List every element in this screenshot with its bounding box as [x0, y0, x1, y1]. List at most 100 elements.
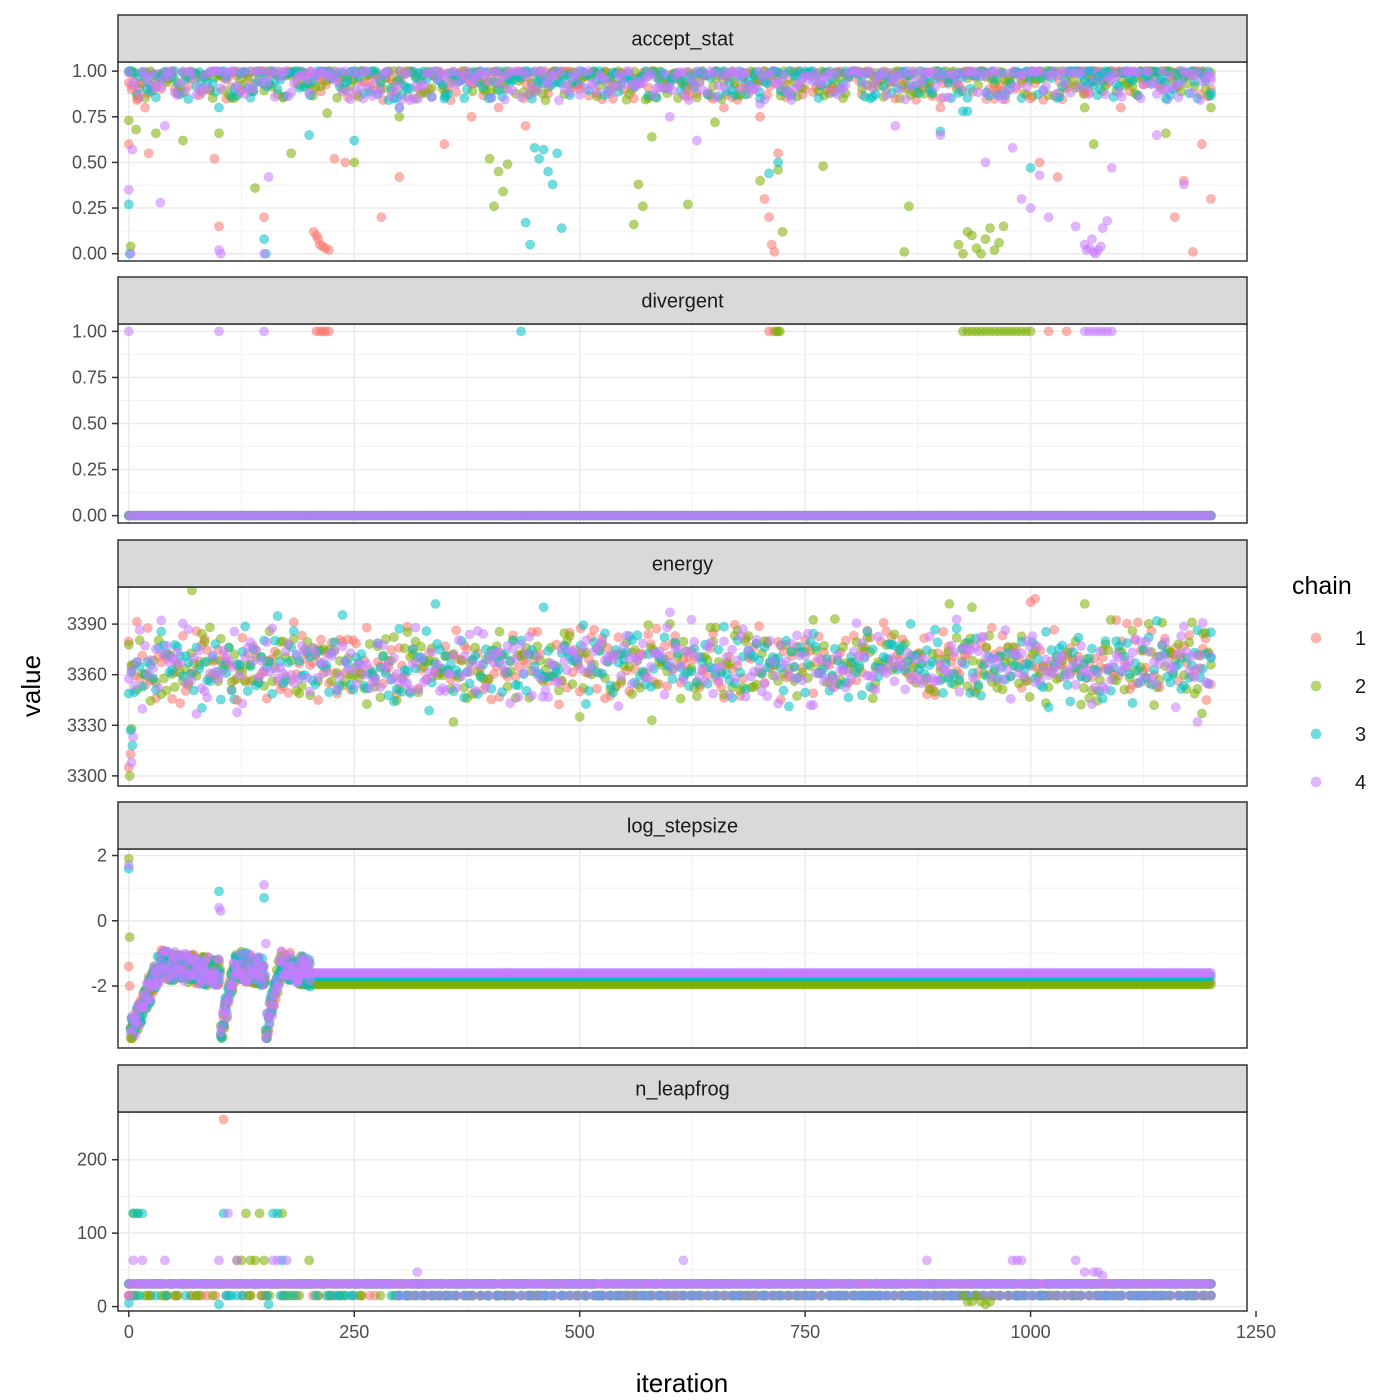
chain-1-point [451, 625, 462, 636]
chain-2-point [1192, 684, 1203, 695]
chain-4-point [889, 676, 900, 687]
chain-4-point [232, 707, 243, 718]
chain-4-point [1084, 668, 1095, 679]
chain-4-point [155, 197, 166, 208]
chain-4-point [932, 675, 943, 686]
chain-4-point [775, 639, 786, 650]
chain-3-point [599, 628, 610, 639]
chain-3-point [234, 660, 245, 671]
chain-2-point [774, 326, 785, 337]
chain-4-point [943, 667, 954, 678]
chain-1-point [132, 93, 143, 104]
chain-4-point [1178, 621, 1189, 632]
chain-2-point [975, 248, 986, 259]
chain-4-point [1176, 631, 1187, 642]
chain-3-point [267, 688, 278, 699]
chain-4-point [250, 645, 261, 656]
chain-3-point [513, 680, 524, 691]
chain-3-point [1067, 647, 1078, 658]
chain-4-point [286, 87, 297, 98]
chain-2-point [903, 201, 914, 212]
chain-3-point [932, 637, 943, 648]
chain-4-point [840, 682, 851, 693]
chain-3-point [475, 671, 486, 682]
chain-3-point [543, 166, 554, 177]
chain-3-point [783, 701, 794, 712]
chain-4-point [172, 90, 183, 101]
chain-1-point [209, 153, 220, 164]
chain-4-point [691, 135, 702, 146]
chain-4-point [1157, 66, 1168, 77]
chain-3-point [538, 602, 549, 613]
chain-4-point [708, 68, 719, 79]
chain-1-point [532, 626, 543, 637]
chain-4-point [829, 69, 840, 80]
chain-1-point [324, 326, 335, 337]
chain-3-point [342, 75, 353, 86]
chain-4-point [207, 650, 218, 661]
chain-4-point [1011, 81, 1022, 92]
chain-4-point [358, 93, 369, 104]
chain-4-point [1135, 93, 1146, 104]
chain-4-point [689, 637, 700, 648]
chain-4-point [865, 66, 876, 77]
chain-4-point [675, 660, 686, 671]
chain-4-point [304, 88, 315, 99]
chain-2-point [493, 166, 504, 177]
chain-3-point [156, 626, 167, 637]
chain-4-point [1186, 87, 1197, 98]
chain-1-point [1052, 172, 1063, 183]
chain-2-point [177, 135, 188, 146]
chain-4-point [700, 676, 711, 687]
chain-3-point [810, 641, 821, 652]
chain-4-point [1005, 693, 1016, 704]
chain-4-point [526, 690, 537, 701]
chain-4-point [445, 668, 456, 679]
chain-4-point [792, 630, 803, 641]
chain-2-point [286, 148, 297, 159]
chain-4-point [127, 144, 138, 155]
chain-4-point [426, 92, 437, 103]
chain-1-point [340, 157, 351, 168]
chain-4-point [691, 651, 702, 662]
chain-4-point [881, 90, 892, 101]
chain-4-point [562, 665, 573, 676]
chain-4-point [426, 646, 437, 657]
chain-4-point [413, 93, 424, 104]
chain-1-point [935, 102, 946, 113]
chain-4-point [494, 647, 505, 658]
chain-3-point [581, 698, 592, 709]
chain-4-point [710, 91, 721, 102]
chain-4-point [832, 650, 843, 661]
chain-4-point [172, 646, 183, 657]
chain-3-point [407, 644, 418, 655]
chain-4-point [873, 631, 884, 642]
chain-4-point [797, 675, 808, 686]
chain-4-point [1040, 654, 1051, 665]
chain-3-point [975, 690, 986, 701]
chain-4-point [732, 655, 743, 666]
chain-4-point [781, 656, 792, 667]
chain-4-point [705, 637, 716, 648]
chain-4-point [1019, 671, 1030, 682]
chain-1-point [591, 683, 602, 694]
chain-4-point [718, 82, 729, 93]
chain-1-point [232, 694, 243, 705]
chain-4-point [415, 652, 426, 663]
chain-3-point [951, 623, 962, 634]
chain-2-point [1149, 700, 1160, 711]
chain-3-point [1151, 615, 1162, 626]
chain-2-point [123, 115, 134, 126]
chain-4-point [134, 624, 145, 635]
chain-4-point [215, 668, 226, 679]
chain-3-point [905, 618, 916, 629]
chain-3-point [632, 630, 643, 641]
chain-4-point [161, 640, 172, 651]
chain-4-point [459, 651, 470, 662]
chain-4-point [153, 682, 164, 693]
chain-2-point [567, 679, 578, 690]
chain-4-point [1189, 672, 1200, 683]
chain-2-point [448, 716, 459, 727]
chain-4-point [480, 682, 491, 693]
